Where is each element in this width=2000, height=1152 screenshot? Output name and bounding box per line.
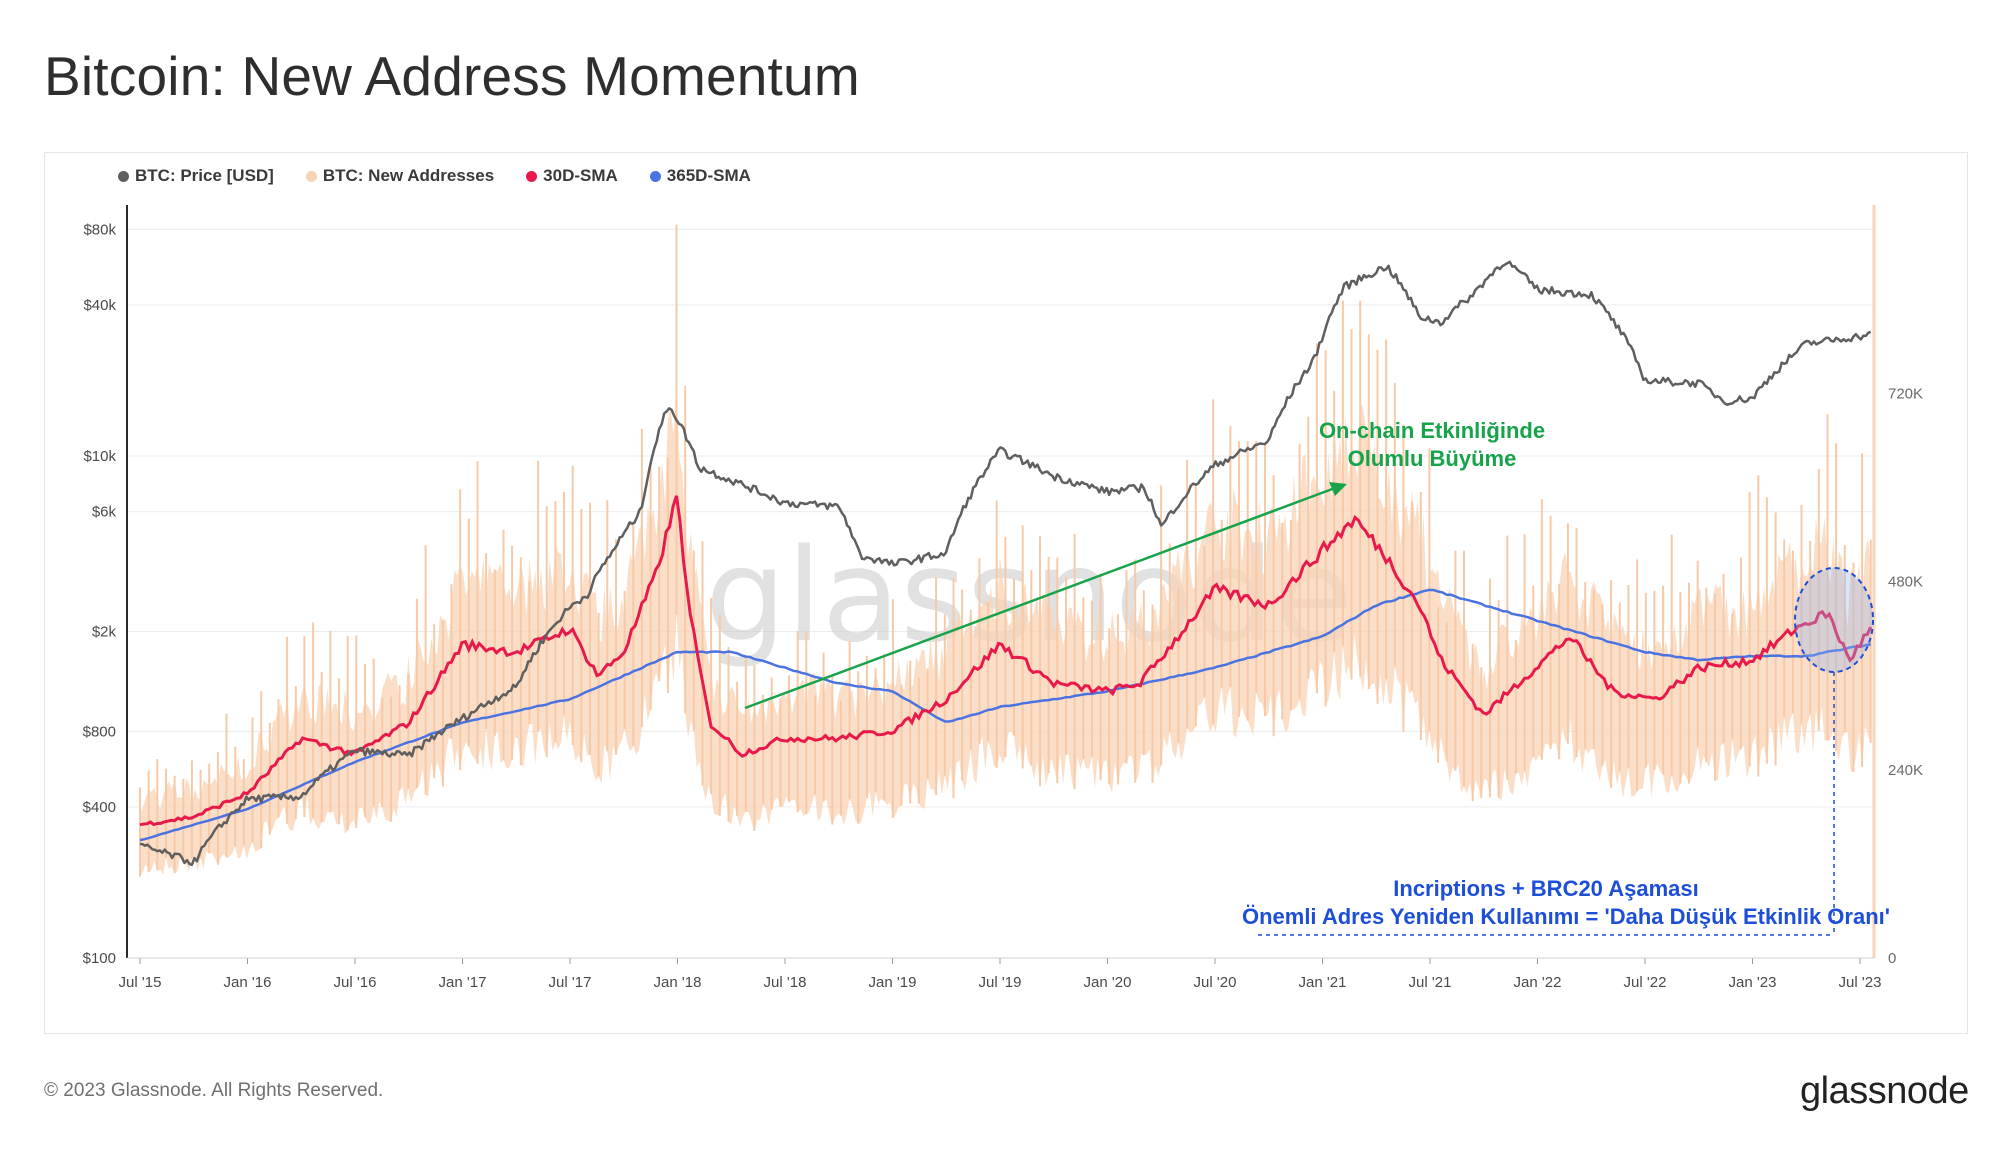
x-tick-label: Jul '16 — [334, 974, 377, 991]
left-tick-label: $100 — [83, 950, 116, 967]
x-tick-label: Jul '17 — [549, 974, 592, 991]
legend-dot — [649, 170, 661, 182]
blue-annotation-line1: Incriptions + BRC20 Aşaması — [1393, 876, 1698, 901]
legend-item[interactable]: 30D-SMA — [526, 166, 618, 186]
growth-arrow-head — [1329, 482, 1347, 496]
x-tick-label: Jan '17 — [439, 974, 487, 991]
legend-label: BTC: Price [USD] — [135, 166, 274, 185]
legend-label: 30D-SMA — [543, 166, 618, 185]
copyright: © 2023 Glassnode. All Rights Reserved. — [44, 1080, 384, 1101]
left-tick-label: $6k — [92, 504, 117, 521]
x-tick-label: Jan '22 — [1514, 974, 1562, 991]
x-tick-label: Jul '22 — [1624, 974, 1667, 991]
price-line — [139, 260, 1872, 867]
left-tick-label: $80k — [83, 221, 116, 238]
right-tick-label: 720K — [1888, 385, 1923, 402]
x-tick-label: Jul '20 — [1194, 974, 1237, 991]
x-tick-label: Jan '21 — [1299, 974, 1347, 991]
x-tick-label: Jan '20 — [1084, 974, 1132, 991]
left-tick-label: $2k — [92, 623, 117, 640]
legend-dot — [526, 170, 538, 182]
blue-annotation-line2: Önemli Adres Yeniden Kullanımı = 'Daha D… — [1242, 904, 1890, 929]
chart-frame — [44, 152, 1968, 1034]
legend-dot — [305, 170, 317, 182]
x-tick-label: Jan '16 — [224, 974, 272, 991]
right-axis-ticks: 0 240K 480K 720K — [1888, 385, 1923, 967]
x-tick-label: Jan '18 — [654, 974, 702, 991]
legend-item[interactable]: BTC: Price [USD] — [118, 166, 274, 186]
legend-item[interactable]: 365D-SMA — [649, 166, 751, 186]
right-tick-label: 0 — [1888, 950, 1896, 967]
x-tick-label: Jul '19 — [979, 974, 1022, 991]
brand-logo: glassnode — [1800, 1070, 1969, 1112]
left-tick-label: $800 — [83, 723, 116, 740]
legend-label: BTC: New Addresses — [322, 166, 495, 185]
page-title: Bitcoin: New Address Momentum — [44, 45, 860, 107]
legend-dot — [118, 170, 129, 182]
sma365-line — [139, 588, 1871, 842]
green-annotation-line1: On-chain Etkinliğinde — [1319, 418, 1545, 443]
right-tick-label: 240K — [1888, 762, 1923, 779]
left-tick-label: $40k — [83, 297, 116, 314]
sma30-line — [139, 495, 1873, 827]
x-tick-label: Jul '18 — [764, 974, 807, 991]
x-tick-label: Jul '15 — [119, 974, 162, 991]
legend: BTC: Price [USD] BTC: New Addresses 30D-SM… — [118, 166, 751, 186]
growth-arrow — [744, 486, 1336, 710]
left-tick-label: $400 — [83, 799, 116, 816]
x-tick-label: Jan '23 — [1729, 974, 1777, 991]
x-tick-label: Jul '21 — [1409, 974, 1452, 991]
highlight-ellipse — [1794, 567, 1874, 673]
new-addresses-spikes — [139, 224, 1872, 877]
x-tick-label: Jan '19 — [869, 974, 917, 991]
legend-label: 365D-SMA — [666, 166, 751, 185]
x-axis-ticks: Jul '15 Jan '16 Jul '16 Jan '17 Jul '17 Jan '… — [119, 958, 1882, 991]
right-tick-label: 480K — [1888, 574, 1923, 591]
legend-item[interactable]: BTC: New Addresses — [305, 166, 495, 186]
left-axis-ticks: $100 $400 $800 $2k $6k $10k $40k $80k — [83, 221, 117, 967]
left-tick-label: $10k — [83, 448, 116, 465]
green-annotation-line2: Olumlu Büyüme — [1348, 446, 1517, 471]
x-tick-label: Jul '23 — [1839, 974, 1882, 991]
